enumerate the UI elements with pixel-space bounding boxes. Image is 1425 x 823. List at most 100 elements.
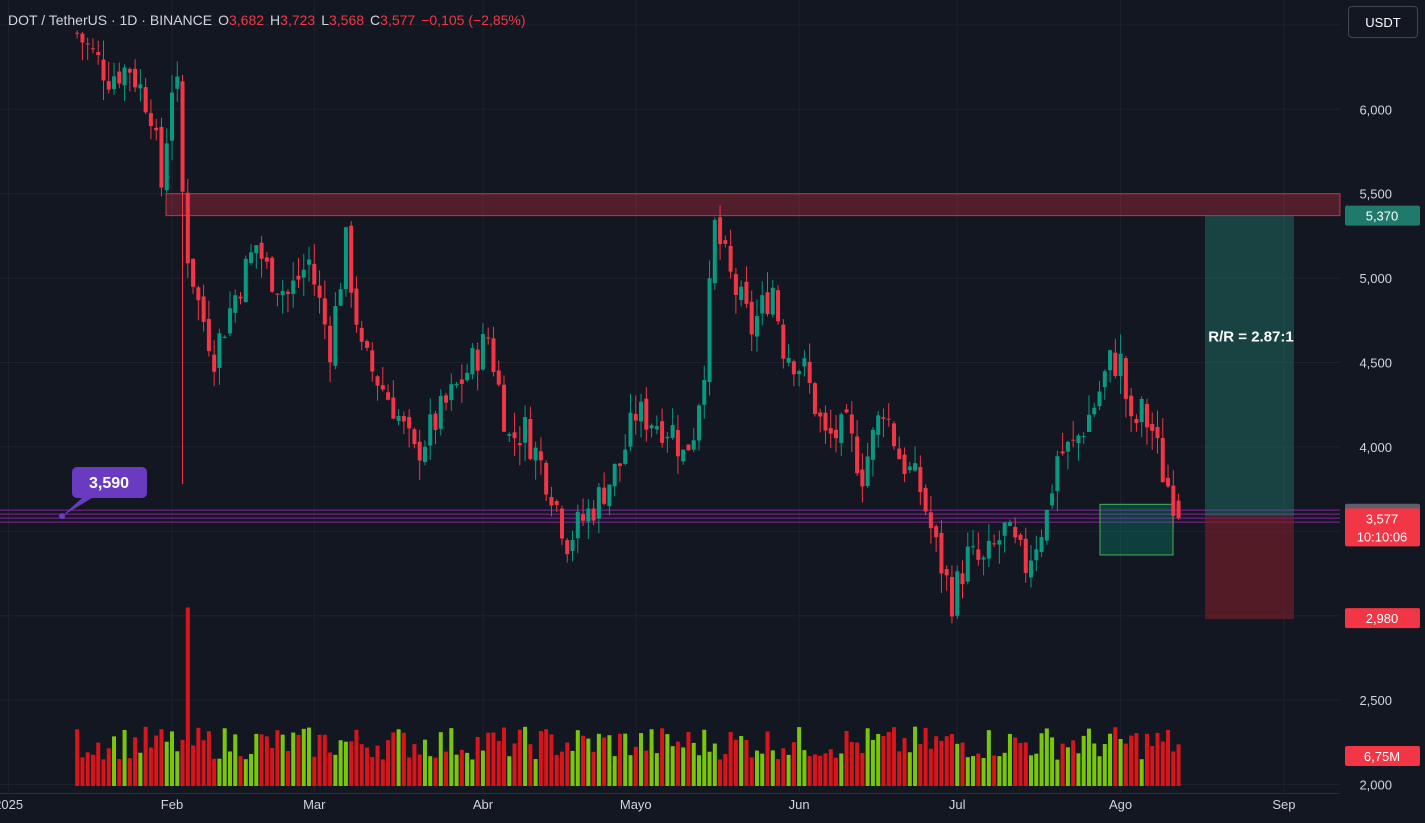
volume-bar	[876, 733, 881, 786]
volume-bar	[133, 737, 138, 786]
symbol-title: DOT / TetherUS · 1D · BINANCE	[8, 12, 213, 28]
volume-bar	[934, 736, 939, 786]
volume-bar	[1044, 728, 1049, 786]
low-value: 3,568	[329, 12, 365, 28]
candle-body	[644, 398, 649, 430]
candle-body	[538, 451, 543, 461]
candle-body	[670, 425, 675, 438]
candle-body	[723, 240, 728, 244]
candle-body	[291, 280, 296, 294]
volume-bar	[1039, 733, 1044, 786]
candle-body	[1044, 510, 1049, 541]
candle-body	[459, 379, 464, 384]
candle-body	[1108, 350, 1113, 371]
candle-body	[317, 285, 322, 298]
volume-bar	[607, 735, 612, 786]
volume-bar	[681, 747, 686, 786]
volume-bar	[744, 739, 749, 786]
volume-bar	[422, 739, 427, 786]
candle-body	[154, 127, 159, 131]
candle-body	[623, 449, 628, 464]
candle-body	[438, 396, 443, 429]
candle-body	[90, 48, 95, 50]
candle-body	[728, 245, 733, 272]
volume-bar	[206, 731, 211, 786]
candle-body	[259, 242, 264, 259]
volume-bar	[581, 735, 586, 786]
volume-bar	[807, 756, 812, 786]
chart-zones	[0, 193, 1341, 620]
volume-bar	[596, 733, 601, 786]
candle-body	[475, 349, 480, 371]
volume-bar	[538, 731, 543, 786]
volume-bar	[243, 759, 248, 786]
volume-bar	[533, 759, 538, 786]
candle-body	[480, 333, 485, 370]
volume-bar	[148, 747, 153, 786]
candle-body	[1081, 436, 1086, 438]
candle-body	[681, 449, 686, 462]
candle-body	[559, 508, 564, 539]
volume-bar	[886, 731, 891, 786]
candle-body	[881, 417, 886, 419]
volume-bar	[407, 757, 412, 786]
volume-bar	[449, 728, 454, 786]
volume-bar	[391, 732, 396, 786]
volume-bar	[343, 741, 348, 786]
candle-body	[1102, 371, 1107, 388]
candle-body	[1018, 534, 1023, 540]
volume-bar	[1134, 733, 1139, 786]
candle-body	[570, 539, 575, 551]
candle-body	[391, 397, 396, 419]
candle-body	[776, 290, 781, 322]
volume-bar	[823, 753, 828, 786]
volume-bar	[412, 744, 417, 786]
x-tick-label: Feb	[161, 797, 183, 812]
candle-body	[1065, 441, 1070, 452]
candle-body	[1034, 549, 1039, 561]
candle-body	[212, 354, 217, 372]
volume-bar	[317, 734, 322, 786]
candle-body	[781, 324, 786, 359]
candle-body	[691, 440, 696, 450]
price-axis[interactable]: 6,5006,0005,5005,0004,5004,0002,5002,000…	[1345, 18, 1420, 793]
volume-bar	[196, 727, 201, 786]
symbol-header: DOT / TetherUS · 1D · BINANCE O3,682 H3,…	[8, 12, 526, 28]
time-axis[interactable]: 2025 Feb Mar Abr Mayo Jun Jul Ago Sep	[0, 797, 1296, 812]
support-callout[interactable]: 3,590	[59, 467, 147, 520]
candle-body	[1086, 414, 1091, 433]
candle-body	[375, 376, 380, 386]
volume-bar	[754, 750, 759, 786]
volume-bar	[781, 748, 786, 786]
candle-body	[96, 52, 101, 56]
candle-body	[712, 219, 717, 284]
chart-overlays[interactable]: R/R = 2.87:1 3,590	[59, 329, 1294, 520]
volume-bar	[444, 751, 449, 786]
candle-body	[1007, 522, 1012, 526]
currency-button[interactable]: USDT	[1348, 6, 1418, 38]
candle-body	[449, 384, 454, 401]
volume-bar	[396, 729, 401, 786]
volume-bar	[96, 742, 101, 786]
volume-bar	[233, 734, 238, 786]
candle-body	[1139, 399, 1144, 423]
volume-bar	[602, 737, 607, 786]
candle-body	[444, 395, 449, 403]
candle-body	[170, 92, 174, 141]
volume-bar	[733, 739, 738, 786]
candle-body	[965, 546, 970, 582]
volume-bar	[122, 729, 127, 786]
candle-body	[422, 446, 427, 463]
volume-bar	[992, 755, 997, 786]
close-label: C	[370, 12, 381, 28]
candle-body	[1060, 451, 1065, 454]
volume-bar	[185, 607, 190, 786]
volume-bar	[549, 734, 554, 786]
volume-bar	[675, 741, 680, 786]
candle-body	[1171, 485, 1176, 516]
candle-body	[981, 557, 986, 560]
volume-bar	[939, 740, 944, 786]
volume-bar	[855, 742, 860, 786]
candle-body	[617, 463, 622, 466]
